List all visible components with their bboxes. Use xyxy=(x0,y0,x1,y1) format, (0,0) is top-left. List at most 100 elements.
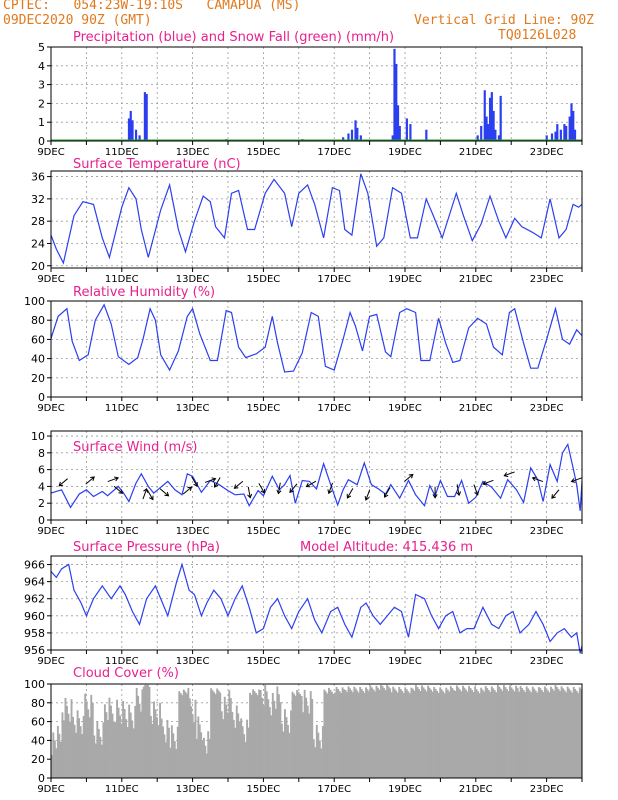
cloud-bar xyxy=(225,704,228,778)
y-tick-label: 958 xyxy=(24,627,45,640)
x-tick-label: 17DEC xyxy=(317,784,351,795)
cloud-bar xyxy=(117,707,120,778)
cloud-bar xyxy=(280,723,283,778)
cloud-bar xyxy=(135,687,138,778)
cloud-bar xyxy=(290,710,292,778)
cloud-bar xyxy=(448,691,451,778)
cloud-bar xyxy=(217,690,220,778)
cloud-bar xyxy=(208,739,211,778)
precip-bar xyxy=(134,129,138,141)
precip-bar xyxy=(476,135,479,141)
wind-arrow xyxy=(214,477,221,488)
precip-bar xyxy=(354,120,357,141)
cloud-bar xyxy=(249,692,251,778)
y-tick-label: 960 xyxy=(24,610,45,623)
cloud-bar xyxy=(563,690,566,778)
cloud-bar xyxy=(213,692,216,778)
cloud-bar xyxy=(389,688,392,778)
cloud-bar xyxy=(367,691,370,778)
wind-arrow-shaft xyxy=(85,476,95,485)
precip-bar xyxy=(131,120,134,141)
cloud-bar xyxy=(283,709,286,778)
plot-frame xyxy=(50,430,583,521)
wind-arrow-head xyxy=(211,477,217,483)
panel-4: 0 2 4 6 8 10 9DEC 11DEC 13DEC 15DEC 17DEC 19DEC 21DE… xyxy=(31,430,583,537)
wind-arrow xyxy=(551,489,560,499)
x-tick-label: 9DEC xyxy=(37,274,64,285)
x-tick-label: 15DEC xyxy=(247,403,281,414)
cloud-bar xyxy=(96,721,99,778)
cloud-bar xyxy=(402,692,405,778)
cloud-bar xyxy=(210,688,213,778)
cloud-bar xyxy=(288,732,291,778)
cloud-bar xyxy=(291,691,294,778)
wind-arrow-head xyxy=(474,490,479,496)
cloud-bar xyxy=(384,690,387,778)
cloud-bar xyxy=(383,688,386,778)
cloud-bar xyxy=(569,690,572,778)
x-tick-label: 11DEC xyxy=(105,784,139,795)
header-vertical-grid: Vertical Grid Line: 90Z xyxy=(414,13,595,28)
cloud-bar xyxy=(553,690,555,778)
wind-arrow-shaft xyxy=(346,488,354,499)
cloud-bar xyxy=(102,722,105,778)
cloud-bar xyxy=(296,690,299,778)
cloud-bar xyxy=(418,689,420,778)
wind-arrow-shaft xyxy=(247,486,251,498)
wind-arrow-head xyxy=(143,487,149,493)
cloud-bar xyxy=(173,741,176,778)
cloud-bar xyxy=(343,689,346,778)
cloud-bar xyxy=(256,695,259,778)
plot-frame xyxy=(50,683,583,779)
x-tick-label: 23DEC xyxy=(530,526,564,537)
precip-bar xyxy=(563,124,566,141)
cloud-bar xyxy=(533,688,536,778)
x-tick-label: 19DEC xyxy=(388,656,422,667)
wind-arrow-head xyxy=(383,493,389,498)
cloud-bar xyxy=(386,684,389,778)
cloud-bar xyxy=(493,690,496,778)
cloud-bar xyxy=(353,686,356,778)
cloud-bar xyxy=(436,690,439,778)
cloud-bar xyxy=(105,712,108,778)
wind-arrow-shaft xyxy=(182,486,192,495)
cloud-bar xyxy=(175,749,178,778)
cloud-bar xyxy=(372,689,375,778)
y-tick-label: 966 xyxy=(24,559,45,572)
precip-bar xyxy=(480,125,483,141)
wind-arrow xyxy=(473,484,479,496)
series-line xyxy=(50,303,583,373)
cloud-bar xyxy=(120,723,123,778)
cloud-bar xyxy=(103,704,106,778)
cloud-bar xyxy=(465,689,467,778)
precip-bar xyxy=(347,133,350,141)
cloud-bar xyxy=(193,722,196,778)
y-tick-label: 40 xyxy=(31,734,45,747)
x-tick-label: 13DEC xyxy=(176,784,210,795)
precip-bar xyxy=(485,116,488,141)
cloud-bar xyxy=(125,719,128,778)
precip-bar xyxy=(393,48,396,141)
cloud-bar xyxy=(393,688,396,778)
cloud-bar xyxy=(540,690,543,778)
cloud-bar xyxy=(502,685,505,778)
wind-arrow xyxy=(327,482,334,495)
cloud-bar xyxy=(167,727,170,778)
cloud-bar xyxy=(128,704,131,778)
cloud-bar xyxy=(223,696,226,778)
precip-bar xyxy=(556,124,559,141)
cloud-bar xyxy=(144,684,147,778)
precip-bar xyxy=(568,116,571,141)
x-tick-label: 9DEC xyxy=(37,784,64,795)
cloud-bar xyxy=(294,695,297,778)
cloud-bar xyxy=(170,725,173,778)
cloud-bar xyxy=(111,713,114,778)
wind-arrow xyxy=(531,476,544,483)
cloud-bar xyxy=(58,733,61,778)
wind-arrow xyxy=(85,476,95,485)
cloud-bar xyxy=(365,687,367,778)
wind-arrow-head xyxy=(164,491,170,497)
cloud-bar xyxy=(226,712,229,778)
cloud-bar xyxy=(276,686,279,778)
wind-arrow xyxy=(276,482,282,495)
